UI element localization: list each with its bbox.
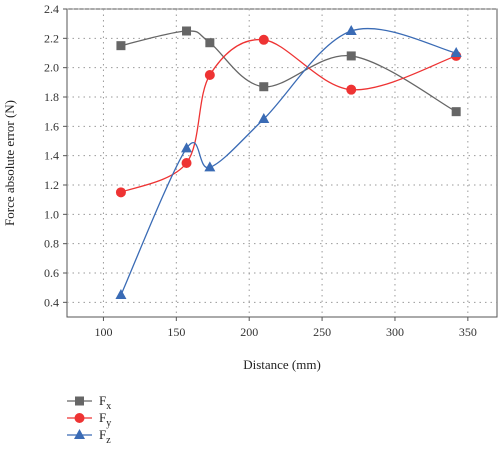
x-tick-label: 300 — [386, 325, 404, 339]
data-point-fy — [181, 158, 192, 168]
data-point-fz — [450, 47, 462, 57]
y-tick-label: 1.4 — [44, 149, 59, 163]
y-axis-title: Force absolute error (N) — [2, 100, 17, 226]
legend-marker — [75, 396, 84, 406]
x-tick-label: 200 — [240, 325, 258, 339]
y-tick-label: 2.0 — [44, 61, 59, 75]
legend-label: Fy — [99, 410, 111, 429]
x-tick-label: 100 — [94, 325, 112, 339]
data-point-fx — [346, 51, 356, 61]
data-point-fy — [258, 34, 269, 45]
y-tick-label: 1.8 — [44, 90, 59, 104]
series-line-fz — [120, 27, 457, 296]
y-tick-label: 1.2 — [44, 178, 59, 192]
y-tick-label: 0.6 — [44, 266, 59, 280]
series-layer — [115, 25, 462, 299]
data-point-fx — [451, 107, 461, 117]
data-point-fz — [204, 161, 216, 172]
data-point-fy — [204, 70, 215, 80]
legend-marker — [74, 413, 85, 423]
data-point-fz — [115, 289, 127, 299]
y-tick-label: 0.4 — [44, 295, 59, 309]
data-point-fz — [345, 25, 357, 35]
axis-ticks: 100 150 200 250 300 350 0.4 0.6 0.8 1.0 1.2 1.4 1.6 1… — [44, 2, 477, 339]
y-tick-label: 1.6 — [44, 119, 59, 133]
data-point-fx — [259, 82, 269, 92]
y-tick-label: 2.2 — [44, 31, 59, 45]
series-fz — [115, 25, 462, 299]
y-tick-label: 1.0 — [44, 207, 59, 221]
series-fx — [116, 26, 461, 117]
data-point-fx — [205, 38, 215, 48]
data-point-fy — [346, 84, 357, 95]
legend-label: Fz — [99, 427, 111, 446]
y-tick-label: 0.8 — [44, 237, 59, 251]
grid — [67, 8, 497, 317]
data-point-fx — [182, 26, 192, 36]
data-point-fz — [181, 142, 193, 153]
legend-label: Fx — [99, 393, 111, 412]
legend-item-fx: Fx — [67, 393, 111, 412]
data-point-fx — [116, 41, 126, 51]
x-tick-label: 150 — [167, 325, 185, 339]
legend-item-fy: Fy — [67, 410, 111, 429]
legend-item-fz: Fz — [67, 427, 111, 446]
legend-marker — [74, 429, 85, 439]
x-tick-label: 250 — [313, 325, 331, 339]
x-tick-label: 350 — [459, 325, 477, 339]
data-point-fy — [115, 187, 126, 198]
series-fy — [115, 34, 462, 198]
plot-area — [66, 8, 498, 318]
data-point-fz — [258, 113, 270, 123]
y-tick-label: 2.4 — [44, 2, 59, 16]
x-axis-title: Distance (mm) — [243, 357, 321, 372]
